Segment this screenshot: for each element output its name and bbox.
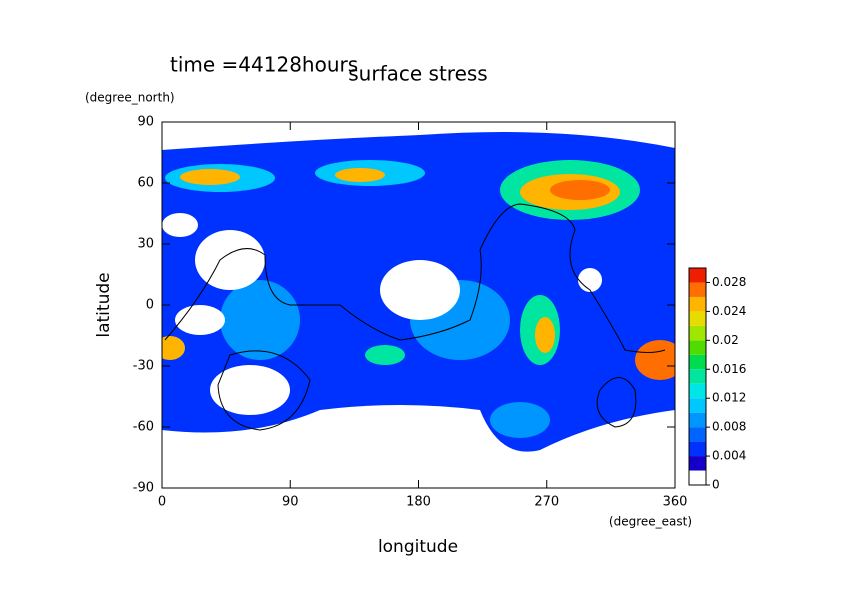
colorbar-frame [688,267,707,486]
y-tick-label: 60 [137,176,154,191]
colorbar-band [689,398,706,413]
colorbar-tick-label: 0.02 [712,333,739,347]
x-unit: (degree_east) [609,515,692,529]
colorbar-tick-label: 0.024 [712,304,746,318]
colorbar-band [689,470,706,485]
y-tick-label: 30 [137,237,154,252]
y-axis-label: latitude [94,272,114,337]
colorbar-band [689,340,706,355]
y-tick-label: -60 [133,420,154,435]
colorbar-band [689,427,706,442]
y-unit: (degree_north) [85,91,175,105]
colorbar-band [689,311,706,326]
colorbar-tick-label: 0.028 [712,275,746,289]
x-tick-label: 270 [534,495,559,510]
y-tick-label: -90 [133,481,154,496]
colorbar-band [689,354,706,370]
y-tick-label: 90 [137,115,154,130]
colorbar-band [689,456,706,471]
colorbar-tick-label: 0.012 [712,391,746,405]
x-tick-label: 0 [158,495,166,510]
colorbar-band [689,441,706,457]
colorbar-band [689,325,706,341]
x-tick-label: 180 [406,495,431,510]
x-axis-label: longitude [378,537,458,557]
colorbar-band [689,383,706,399]
colorbar-band [689,268,706,283]
x-tick-label: 90 [282,495,299,510]
x-tick-label: 360 [663,495,688,510]
colorbar-tick-label: 0.016 [712,362,746,376]
colorbar-tick-label: 0.008 [712,420,746,434]
contour-field [162,131,675,452]
time-label: time =44128hours [170,53,358,77]
colorbar-band [689,412,706,428]
colorbar-tick-label: 0 [712,478,720,492]
chart-title: surface stress [348,62,487,86]
colorbar-tick-label: 0.004 [712,449,746,463]
colorbar-band [689,369,706,384]
colorbar-band [689,296,706,312]
y-tick-label: 0 [146,298,154,313]
y-tick-label: -30 [133,359,154,374]
colorbar-band [689,282,706,297]
